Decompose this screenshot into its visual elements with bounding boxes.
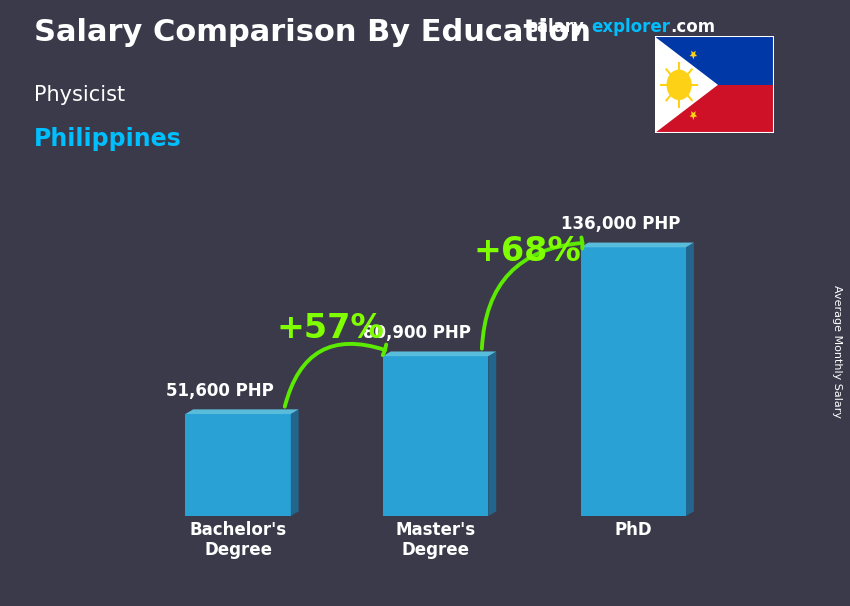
Bar xyxy=(581,247,686,516)
Text: +57%: +57% xyxy=(276,313,384,345)
Polygon shape xyxy=(185,410,298,414)
Text: Master's
Degree: Master's Degree xyxy=(395,521,476,559)
Text: Bachelor's
Degree: Bachelor's Degree xyxy=(190,521,286,559)
Text: 51,600 PHP: 51,600 PHP xyxy=(166,382,274,400)
Bar xyxy=(654,36,774,85)
Polygon shape xyxy=(686,242,694,516)
Polygon shape xyxy=(291,410,298,516)
Text: +68%: +68% xyxy=(474,235,581,268)
Text: Physicist: Physicist xyxy=(34,85,125,105)
Bar xyxy=(382,356,488,516)
Text: Philippines: Philippines xyxy=(34,127,182,152)
Polygon shape xyxy=(654,36,718,133)
Polygon shape xyxy=(488,351,496,516)
Bar xyxy=(185,414,291,516)
Polygon shape xyxy=(382,351,496,356)
Polygon shape xyxy=(689,111,697,120)
Polygon shape xyxy=(689,51,697,59)
Text: Average Monthly Salary: Average Monthly Salary xyxy=(832,285,842,418)
Bar xyxy=(654,85,774,133)
Text: explorer: explorer xyxy=(591,18,670,36)
Polygon shape xyxy=(647,81,654,90)
Text: 136,000 PHP: 136,000 PHP xyxy=(561,215,680,233)
Text: .com: .com xyxy=(670,18,715,36)
Circle shape xyxy=(667,70,691,99)
Text: 80,900 PHP: 80,900 PHP xyxy=(363,324,471,342)
Text: Salary Comparison By Education: Salary Comparison By Education xyxy=(34,18,591,47)
Polygon shape xyxy=(581,242,694,247)
Text: PhD: PhD xyxy=(615,521,652,539)
Text: salary: salary xyxy=(527,18,584,36)
